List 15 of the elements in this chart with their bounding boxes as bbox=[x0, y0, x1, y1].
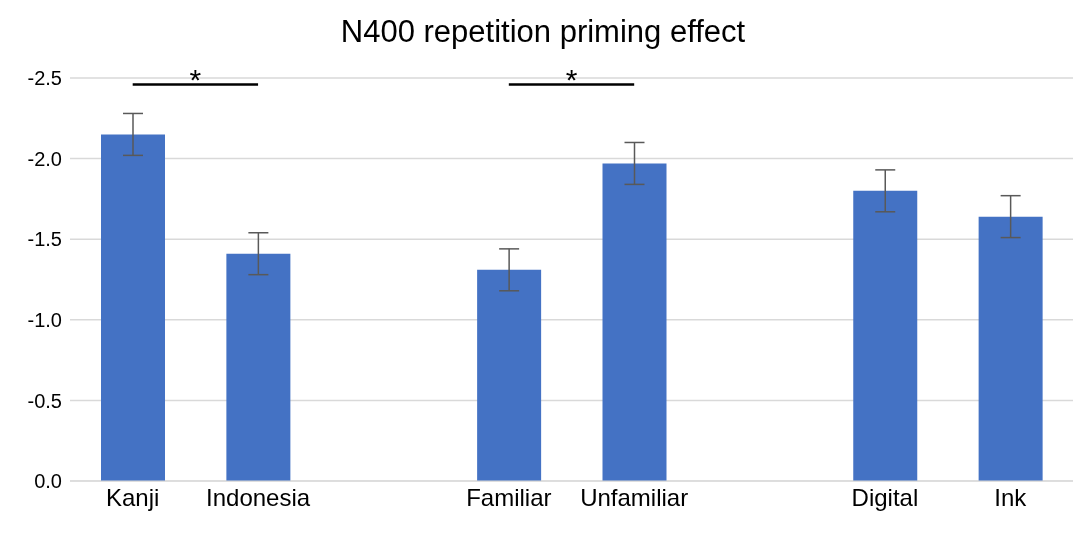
y-tick-label: -2.0 bbox=[27, 147, 62, 170]
x-tick-label: Digital bbox=[851, 484, 919, 512]
chart-title: N400 repetition priming effect bbox=[339, 14, 747, 50]
y-tick-label: 0.0 bbox=[34, 470, 62, 493]
x-tick-label: Familiar bbox=[466, 484, 552, 512]
x-tick-label: Ink bbox=[994, 484, 1028, 512]
annotation: * bbox=[565, 63, 578, 97]
y-tick-label: -1.5 bbox=[27, 228, 62, 251]
x-tick-label: Indonesia bbox=[206, 484, 311, 512]
x-tick-label: Unfamiliar bbox=[580, 484, 689, 512]
annotation: * bbox=[189, 63, 202, 97]
y-tick-label: -2.5 bbox=[27, 67, 62, 90]
x-tick-label: Kanji bbox=[106, 484, 160, 512]
y-tick-label: -0.5 bbox=[27, 389, 62, 412]
y-tick-label: -1.0 bbox=[27, 308, 62, 331]
